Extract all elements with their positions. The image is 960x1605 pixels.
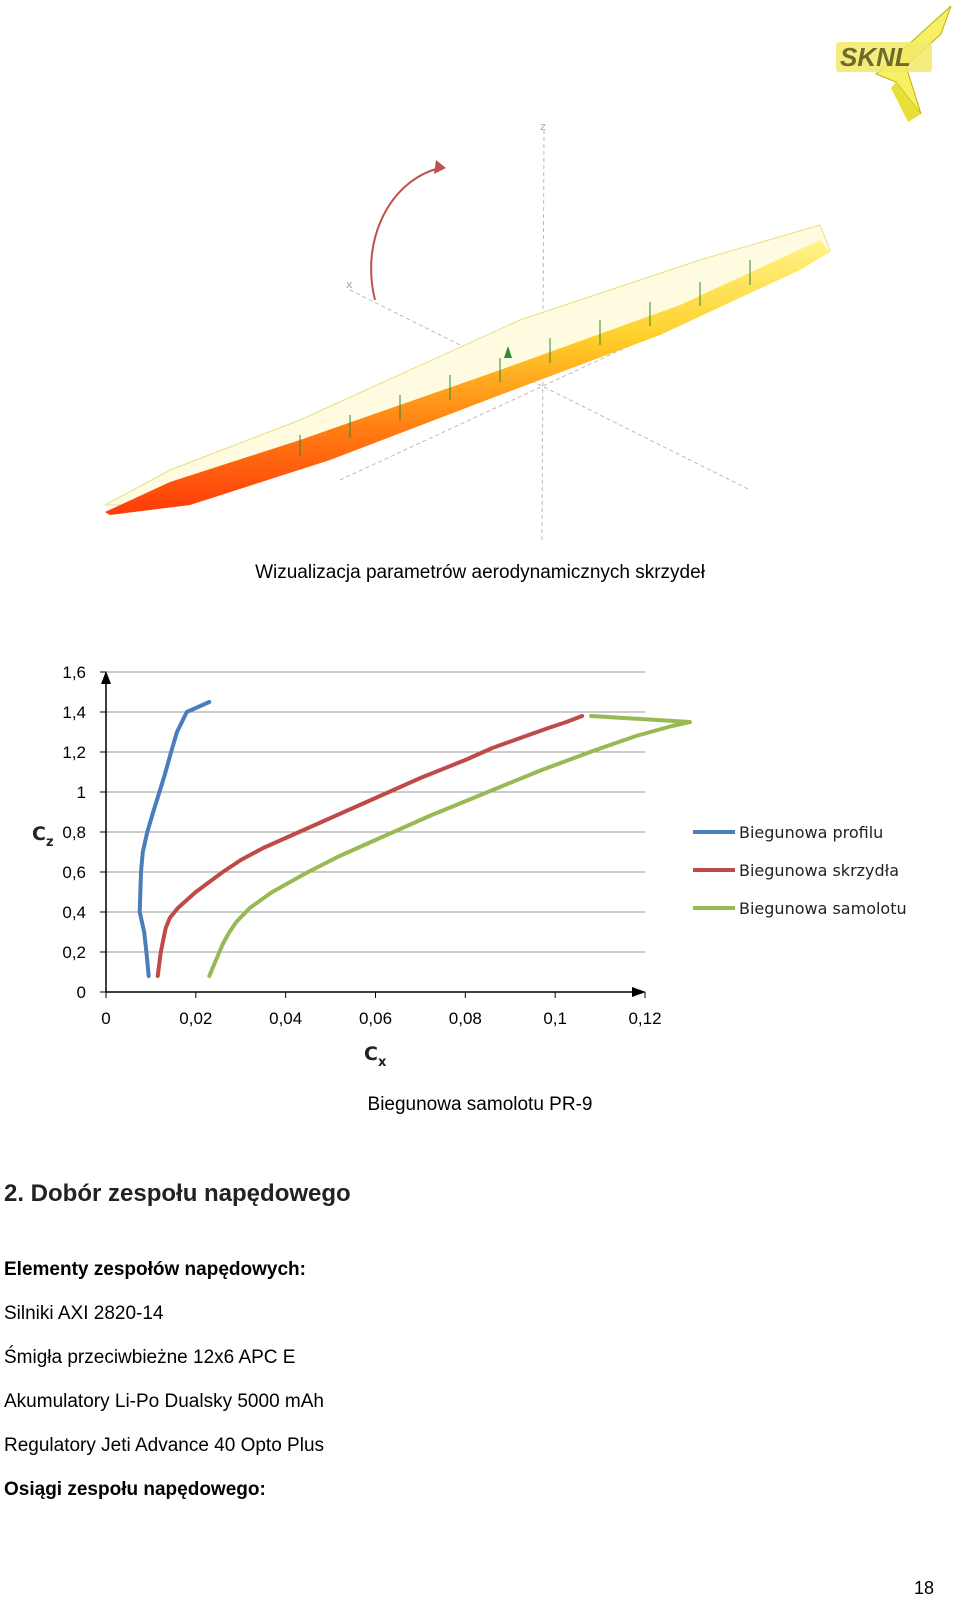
x-axis-arrow-icon (632, 987, 646, 997)
y-tick-label: 0,8 (62, 823, 86, 842)
series-line (137, 700, 212, 978)
section-heading: 2. Dobór zespołu napędowego (4, 1180, 351, 1207)
sknl-logo: SKNL (836, 5, 952, 122)
list-item: Śmigła przeciwbieżne 12x6 APC E (4, 1347, 296, 1368)
x-tick-label: 0,1 (543, 1009, 567, 1028)
y-tick-label: 1,6 (62, 663, 86, 682)
polar-chart: 0 0,2 0,4 0,6 0,8 1 1,2 1,4 1,6 0 0,02 0,04 0,06 0,0… (32, 663, 907, 1070)
y-tick-label: 0,6 (62, 863, 86, 882)
components-subheading: Elementy zespołów napędowych: (4, 1259, 306, 1280)
series-line (155, 714, 585, 978)
chart-axes (101, 671, 646, 997)
x-tick-label: 0,02 (179, 1009, 212, 1028)
chart-gridlines (106, 671, 645, 953)
svg-text:z: z (540, 120, 546, 133)
y-tick-label: 1,4 (62, 703, 86, 722)
list-item: Silniki AXI 2820-14 (4, 1303, 164, 1324)
performance-heading: Osiągi zespołu napędowego: (4, 1479, 266, 1500)
figure-caption: Wizualizacja parametrów aerodynamicznych… (255, 562, 705, 583)
x-tick-label: 0,04 (269, 1009, 302, 1028)
x-axis-title: Cx (364, 1043, 387, 1070)
wing-aerodynamics-visualization: zx (104, 120, 831, 541)
svg-text:x: x (346, 278, 353, 291)
page-number: 18 (913, 1578, 934, 1598)
series-line (207, 714, 692, 978)
chart-legend: Biegunowa profilu Biegunowa skrzydła Biegu… (693, 823, 907, 918)
chart-x-ticks: 0 0,02 0,04 0,06 0,08 0,1 0,12 (101, 992, 662, 1028)
x-tick-label: 0,12 (628, 1009, 661, 1028)
chart-series (137, 700, 692, 978)
legend-label: Biegunowa profilu (739, 823, 883, 842)
y-tick-label: 0 (77, 983, 86, 1002)
legend-label: Biegunowa samolotu (739, 899, 907, 918)
y-tick-label: 0,4 (62, 903, 86, 922)
chart-y-ticks: 0 0,2 0,4 0,6 0,8 1 1,2 1,4 1,6 (62, 663, 106, 1002)
y-tick-label: 1 (77, 783, 86, 802)
chart-caption: Biegunowa samolotu PR-9 (367, 1094, 593, 1115)
y-tick-label: 0,2 (62, 943, 86, 962)
y-tick-label: 1,2 (62, 743, 86, 762)
y-axis-arrow-icon (101, 671, 111, 684)
x-tick-label: 0 (101, 1009, 110, 1028)
x-tick-label: 0,08 (449, 1009, 482, 1028)
y-axis-title: Cz (32, 823, 54, 850)
list-item: Akumulatory Li-Po Dualsky 5000 mAh (4, 1391, 324, 1412)
legend-label: Biegunowa skrzydła (739, 861, 899, 880)
list-item: Regulatory Jeti Advance 40 Opto Plus (4, 1435, 325, 1456)
svg-text:SKNL: SKNL (840, 42, 911, 72)
x-tick-label: 0,06 (359, 1009, 392, 1028)
